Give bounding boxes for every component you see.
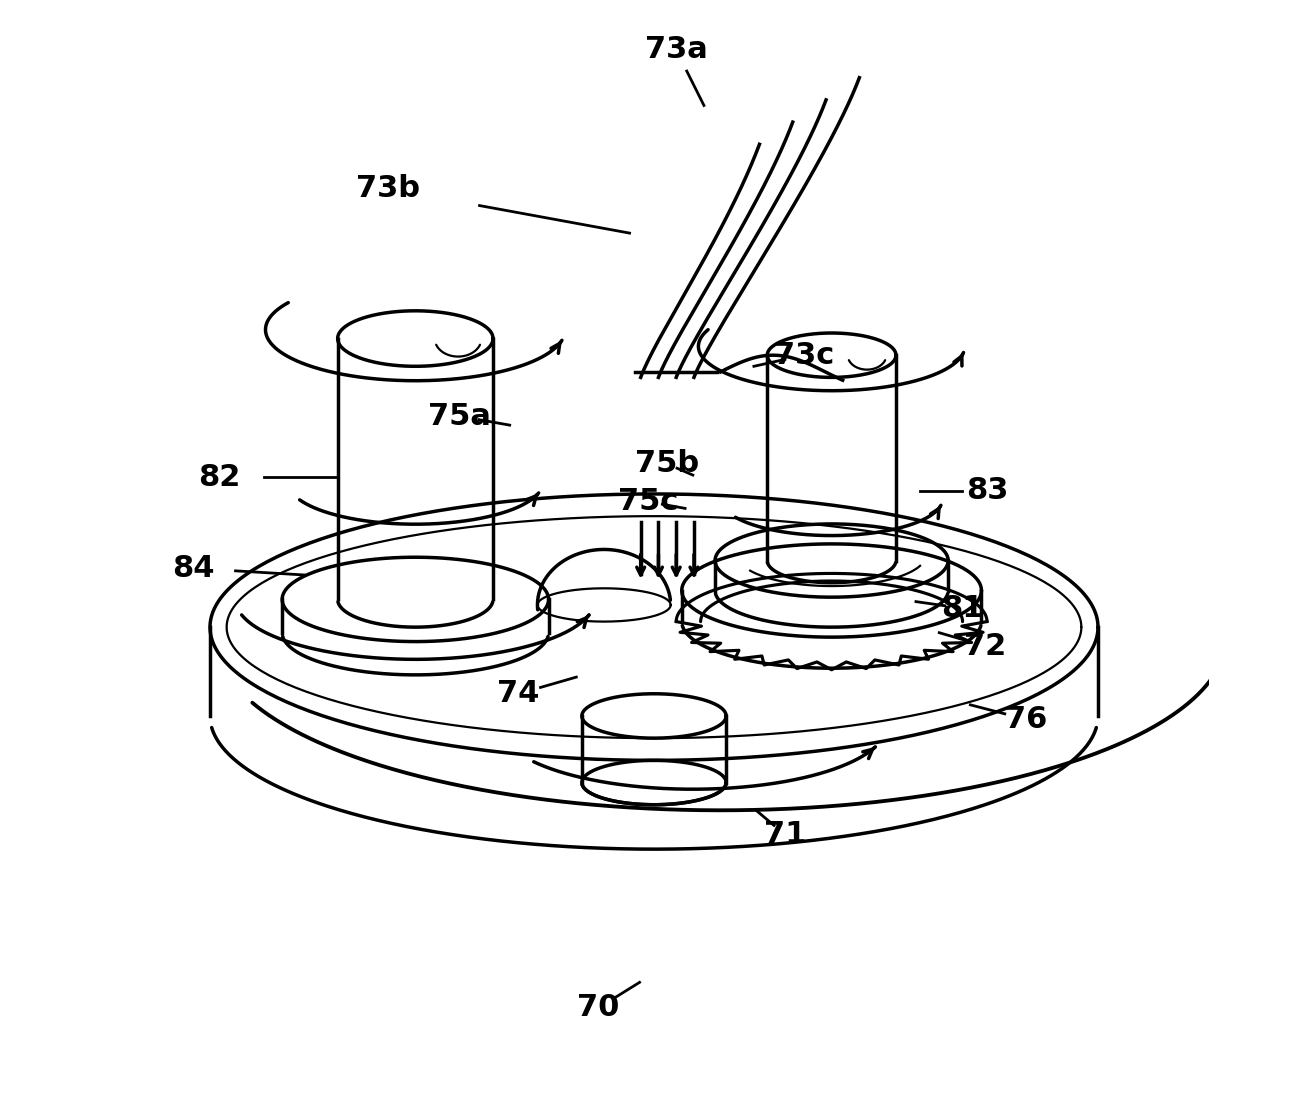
Text: 75a: 75a <box>428 402 492 431</box>
Text: 70: 70 <box>577 993 620 1022</box>
Text: 75c: 75c <box>619 487 679 516</box>
Text: 82: 82 <box>198 463 241 492</box>
Text: 72: 72 <box>964 632 1006 660</box>
Text: 76: 76 <box>1005 705 1046 734</box>
Text: 83: 83 <box>965 476 1008 505</box>
Text: 84: 84 <box>173 554 215 583</box>
Text: 73a: 73a <box>645 36 708 64</box>
Text: 75b: 75b <box>636 450 700 478</box>
Text: 71: 71 <box>764 820 806 849</box>
Text: 73c: 73c <box>774 341 835 370</box>
Text: 73b: 73b <box>356 174 420 203</box>
Text: 81: 81 <box>942 594 984 623</box>
Text: 74: 74 <box>497 679 540 708</box>
